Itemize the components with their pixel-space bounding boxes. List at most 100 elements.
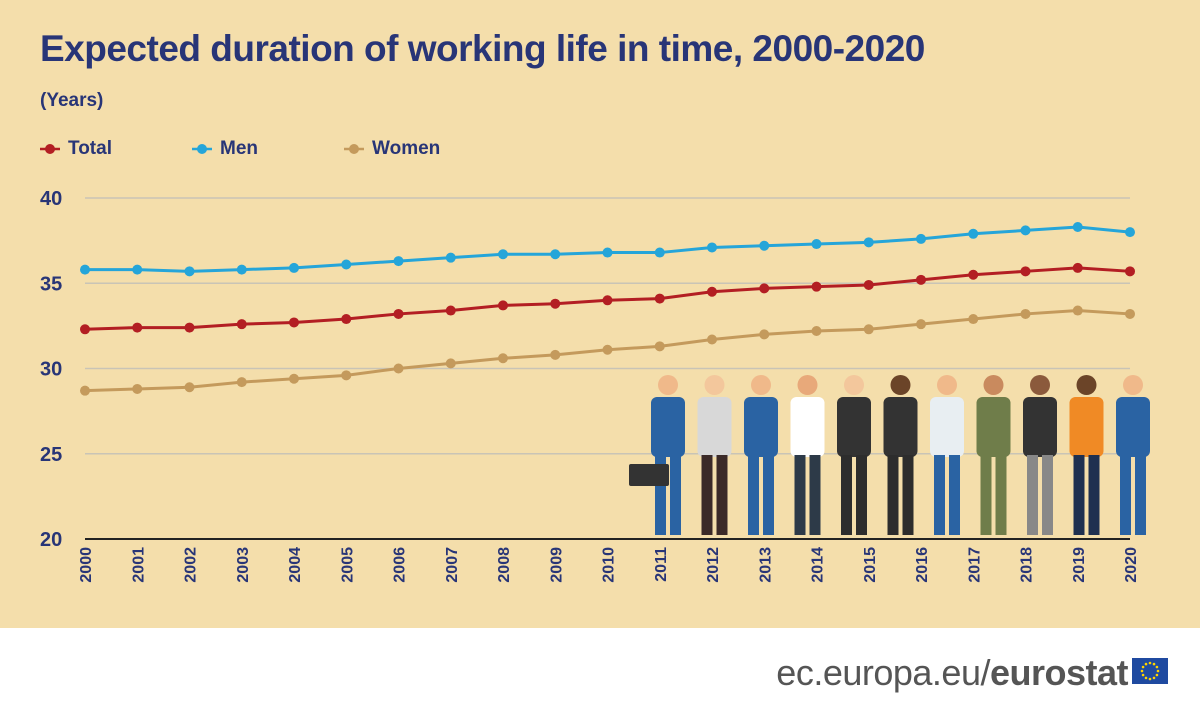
- legend-marker-icon: [192, 144, 212, 154]
- data-point: [707, 242, 717, 253]
- data-point: [863, 279, 874, 290]
- data-point: [602, 247, 613, 258]
- x-tick-label: 2017: [966, 547, 983, 583]
- data-point: [184, 266, 195, 277]
- x-tick-label: 2008: [496, 547, 513, 583]
- data-point: [916, 233, 926, 244]
- x-tick-label: 2007: [444, 547, 461, 583]
- data-point: [811, 239, 822, 250]
- data-point: [654, 341, 665, 352]
- data-point: [132, 264, 143, 275]
- series-men: [80, 221, 1135, 277]
- site-prefix: ec.europa.eu/: [776, 652, 990, 693]
- data-point: [1125, 227, 1135, 238]
- x-tick-label: 2012: [705, 547, 722, 583]
- data-point: [654, 247, 665, 258]
- x-tick-label: 2004: [287, 547, 304, 583]
- y-tick-label: 20: [40, 529, 62, 551]
- workers-illustration: [629, 375, 1150, 535]
- data-point: [550, 349, 561, 360]
- legend-item-men: Men: [192, 138, 344, 160]
- footer: ec.europa.eu/eurostat: [0, 628, 1200, 715]
- x-tick-label: 2019: [1071, 547, 1088, 583]
- data-point: [916, 319, 926, 330]
- x-tick-label: 2005: [339, 547, 356, 583]
- data-point: [1020, 225, 1031, 236]
- series-total: [80, 262, 1135, 335]
- data-point: [759, 240, 770, 251]
- data-point: [236, 377, 247, 388]
- eurostat-url[interactable]: ec.europa.eu/eurostat: [776, 652, 1128, 694]
- data-point: [498, 249, 508, 260]
- data-point: [602, 295, 613, 306]
- x-tick-label: 2011: [653, 547, 670, 582]
- y-tick-label: 30: [40, 359, 62, 381]
- x-tick-label: 2014: [810, 547, 827, 583]
- data-point: [654, 293, 665, 304]
- data-point: [289, 373, 299, 384]
- data-point: [289, 262, 299, 273]
- data-point: [341, 370, 352, 381]
- data-point: [968, 314, 979, 325]
- data-point: [916, 274, 926, 285]
- data-point: [132, 383, 143, 394]
- chart-title: Expected duration of working life in tim…: [40, 28, 925, 69]
- data-point: [80, 385, 90, 396]
- data-point: [341, 314, 352, 325]
- data-point: [132, 322, 143, 333]
- chart-panel: Expected duration of working life in tim…: [0, 0, 1200, 628]
- x-tick-label: 2013: [757, 547, 774, 583]
- data-point: [811, 325, 822, 336]
- data-point: [498, 353, 508, 364]
- data-point: [1072, 305, 1083, 316]
- data-point: [968, 228, 979, 239]
- x-tick-label: 2018: [1019, 547, 1036, 583]
- data-point: [602, 344, 613, 355]
- data-point: [80, 324, 90, 335]
- data-point: [550, 249, 561, 260]
- eu-flag-icon: [1132, 658, 1168, 684]
- x-tick-label: 2020: [1123, 547, 1140, 583]
- data-point: [184, 322, 195, 333]
- y-tick-label: 40: [40, 188, 62, 210]
- legend-label: Total: [68, 138, 112, 159]
- legend-label: Women: [372, 138, 441, 159]
- data-point: [1020, 266, 1031, 277]
- data-point: [759, 329, 770, 340]
- data-point: [184, 382, 195, 393]
- data-point: [759, 283, 770, 294]
- data-point: [863, 324, 874, 335]
- legend-marker-icon: [344, 144, 364, 154]
- x-tick-label: 2002: [183, 547, 200, 583]
- data-point: [1072, 221, 1083, 232]
- legend-marker-icon: [40, 144, 60, 154]
- x-tick-label: 2015: [862, 547, 879, 583]
- data-point: [1072, 262, 1083, 273]
- series-women: [80, 305, 1135, 396]
- data-point: [393, 308, 404, 319]
- legend-label: Men: [220, 138, 258, 159]
- legend-item-women: Women: [344, 138, 496, 160]
- data-point: [80, 264, 90, 275]
- data-point: [498, 300, 508, 311]
- x-tick-label: 2006: [392, 547, 409, 583]
- data-point: [707, 286, 717, 297]
- data-point: [289, 317, 299, 328]
- x-tick-label: 2001: [130, 547, 147, 583]
- data-point: [1125, 308, 1135, 319]
- line-chart: 20 25 30 35 40 2000 2001 2002 2003 2004 2005 2006 20…: [40, 188, 1150, 583]
- data-point: [811, 281, 822, 292]
- data-point: [968, 269, 979, 280]
- data-point: [236, 319, 247, 330]
- y-tick-label: 35: [40, 273, 62, 295]
- data-point: [707, 334, 717, 345]
- data-point: [445, 252, 456, 263]
- x-tick-label: 2000: [78, 547, 95, 583]
- x-tick-label: 2010: [601, 547, 618, 583]
- data-point: [1125, 266, 1135, 277]
- y-tick-label: 25: [40, 444, 62, 466]
- data-point: [393, 363, 404, 374]
- x-tick-label: 2016: [914, 547, 931, 583]
- data-point: [445, 305, 456, 316]
- data-point: [1020, 308, 1031, 319]
